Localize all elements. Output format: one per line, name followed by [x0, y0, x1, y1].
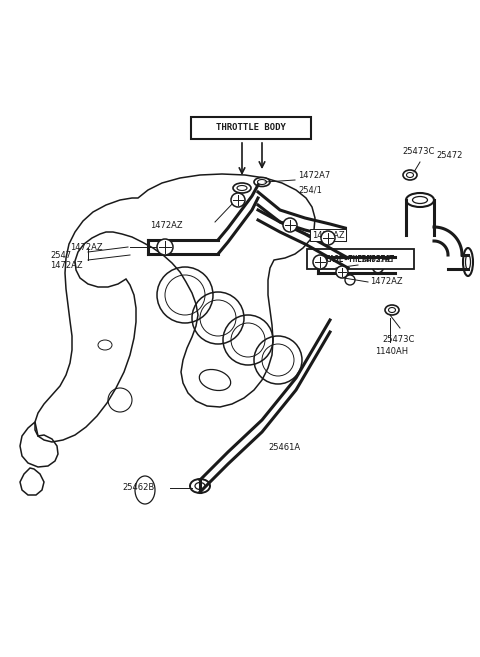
Ellipse shape: [372, 257, 384, 273]
Ellipse shape: [406, 193, 434, 207]
Circle shape: [231, 193, 245, 207]
Text: 1472AZ: 1472AZ: [50, 260, 83, 269]
Ellipse shape: [345, 275, 355, 285]
Text: 2547: 2547: [50, 250, 71, 260]
Text: 1472AZ: 1472AZ: [360, 256, 393, 265]
Text: 1472AZ: 1472AZ: [70, 242, 103, 252]
Ellipse shape: [233, 183, 251, 193]
Text: 1472AZ: 1472AZ: [312, 231, 345, 240]
Text: 1472AZ: 1472AZ: [370, 277, 403, 286]
Circle shape: [283, 218, 297, 232]
Circle shape: [157, 239, 173, 255]
Circle shape: [336, 266, 348, 278]
Circle shape: [321, 231, 335, 245]
Text: 1140AH: 1140AH: [375, 348, 408, 357]
Ellipse shape: [463, 248, 473, 276]
Text: 25473C: 25473C: [382, 336, 414, 344]
Text: 1472AZ: 1472AZ: [150, 221, 182, 229]
Ellipse shape: [403, 170, 417, 180]
Text: 25472: 25472: [436, 150, 462, 160]
Ellipse shape: [190, 479, 210, 493]
Text: 1472A7: 1472A7: [298, 171, 330, 181]
Text: 25462B: 25462B: [122, 484, 154, 493]
Ellipse shape: [385, 305, 399, 315]
Text: 254/1: 254/1: [298, 185, 322, 194]
Text: CASE-THERMOSTAT: CASE-THERMOSTAT: [326, 254, 395, 263]
Ellipse shape: [254, 177, 270, 187]
Text: 25473C: 25473C: [402, 148, 434, 156]
Text: THROTTLE BODY: THROTTLE BODY: [216, 124, 286, 133]
Text: 25461A: 25461A: [268, 443, 300, 453]
FancyBboxPatch shape: [307, 249, 414, 269]
FancyBboxPatch shape: [191, 117, 311, 139]
Circle shape: [313, 255, 327, 269]
